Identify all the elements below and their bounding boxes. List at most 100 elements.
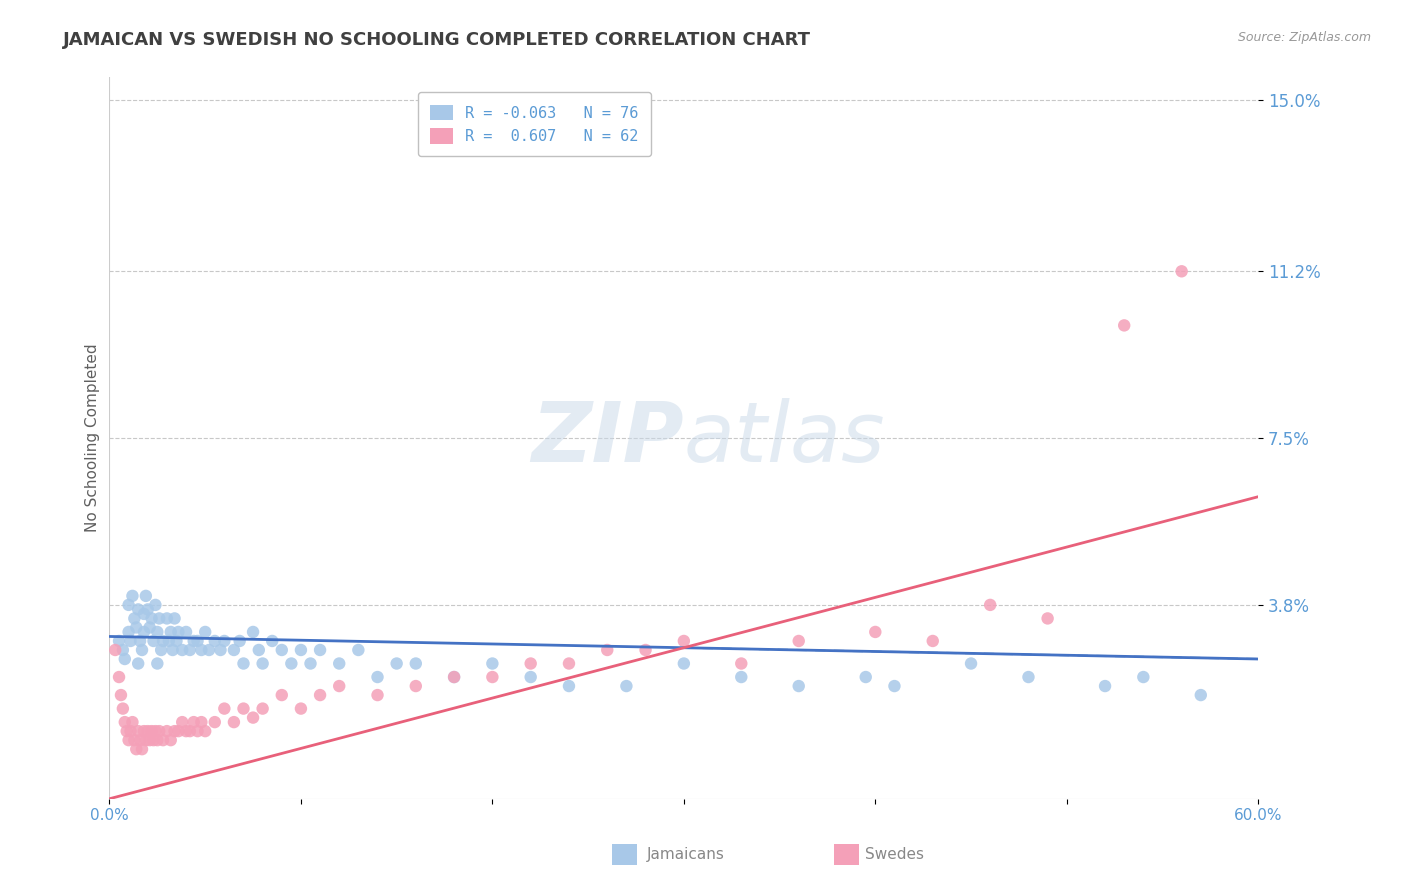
Point: [127, 602, 149, 616]
Point: [1094, 679, 1116, 693]
Point: [114, 652, 136, 666]
Point: [146, 624, 169, 639]
Text: Swedes: Swedes: [865, 847, 924, 862]
Point: [163, 724, 186, 739]
Point: [135, 589, 157, 603]
Point: [117, 598, 139, 612]
Point: [270, 688, 292, 702]
Point: [174, 724, 197, 739]
Point: [481, 657, 503, 671]
Point: [142, 634, 165, 648]
Point: [979, 598, 1001, 612]
Point: [135, 733, 157, 747]
Point: [163, 611, 186, 625]
Point: [141, 611, 163, 625]
Point: [299, 657, 322, 671]
Point: [222, 643, 245, 657]
Point: [347, 643, 370, 657]
Point: [179, 643, 201, 657]
Point: [228, 634, 250, 648]
Point: [183, 715, 205, 730]
Point: [787, 634, 810, 648]
Point: [172, 715, 194, 730]
Point: [172, 643, 194, 657]
Point: [138, 733, 160, 747]
Point: [124, 733, 146, 747]
Text: Jamaicans: Jamaicans: [647, 847, 724, 862]
Point: [1170, 264, 1192, 278]
Point: [855, 670, 877, 684]
Point: [730, 670, 752, 684]
Point: [443, 670, 465, 684]
Point: [328, 679, 350, 693]
Point: [214, 701, 236, 715]
Point: [1114, 318, 1136, 333]
Point: [366, 688, 388, 702]
Point: [117, 733, 139, 747]
Point: [174, 624, 197, 639]
Point: [132, 624, 155, 639]
Point: [146, 733, 169, 747]
Point: [443, 670, 465, 684]
Point: [280, 657, 302, 671]
Point: [127, 724, 149, 739]
Text: Source: ZipAtlas.com: Source: ZipAtlas.com: [1237, 31, 1371, 45]
Point: [519, 657, 541, 671]
Point: [127, 657, 149, 671]
Point: [519, 670, 541, 684]
Point: [117, 624, 139, 639]
Point: [405, 657, 427, 671]
Y-axis label: No Schooling Completed: No Schooling Completed: [86, 343, 100, 533]
Point: [366, 670, 388, 684]
Point: [222, 715, 245, 730]
Point: [672, 657, 695, 671]
Point: [730, 657, 752, 671]
Point: [186, 724, 208, 739]
Point: [672, 634, 695, 648]
Point: [156, 724, 179, 739]
Point: [883, 679, 905, 693]
Point: [159, 624, 181, 639]
Point: [145, 598, 167, 612]
Point: [132, 607, 155, 621]
Point: [129, 634, 152, 648]
Point: [152, 733, 174, 747]
Text: atlas: atlas: [683, 398, 886, 479]
Point: [194, 724, 217, 739]
Point: [145, 724, 167, 739]
Point: [110, 688, 132, 702]
Point: [1036, 611, 1059, 625]
Point: [162, 643, 184, 657]
Point: [136, 602, 159, 616]
Legend: R = -0.063   N = 76, R =  0.607   N = 62: R = -0.063 N = 76, R = 0.607 N = 62: [418, 92, 651, 156]
Point: [108, 670, 131, 684]
Point: [1132, 670, 1154, 684]
Point: [148, 724, 170, 739]
Point: [141, 724, 163, 739]
Point: [179, 724, 201, 739]
Point: [558, 679, 581, 693]
Point: [159, 733, 181, 747]
Point: [596, 643, 619, 657]
Point: [232, 657, 254, 671]
Point: [124, 611, 146, 625]
Point: [1189, 688, 1212, 702]
Point: [104, 643, 127, 657]
Point: [129, 733, 152, 747]
Point: [190, 643, 212, 657]
Point: [242, 624, 264, 639]
Point: [290, 643, 312, 657]
Point: [142, 733, 165, 747]
Point: [120, 634, 142, 648]
Point: [132, 724, 155, 739]
Point: [290, 701, 312, 715]
Point: [232, 701, 254, 715]
Point: [204, 715, 226, 730]
Point: [194, 624, 217, 639]
Point: [1017, 670, 1039, 684]
Point: [183, 634, 205, 648]
Point: [921, 634, 943, 648]
Point: [157, 634, 180, 648]
Point: [190, 715, 212, 730]
Point: [634, 643, 657, 657]
